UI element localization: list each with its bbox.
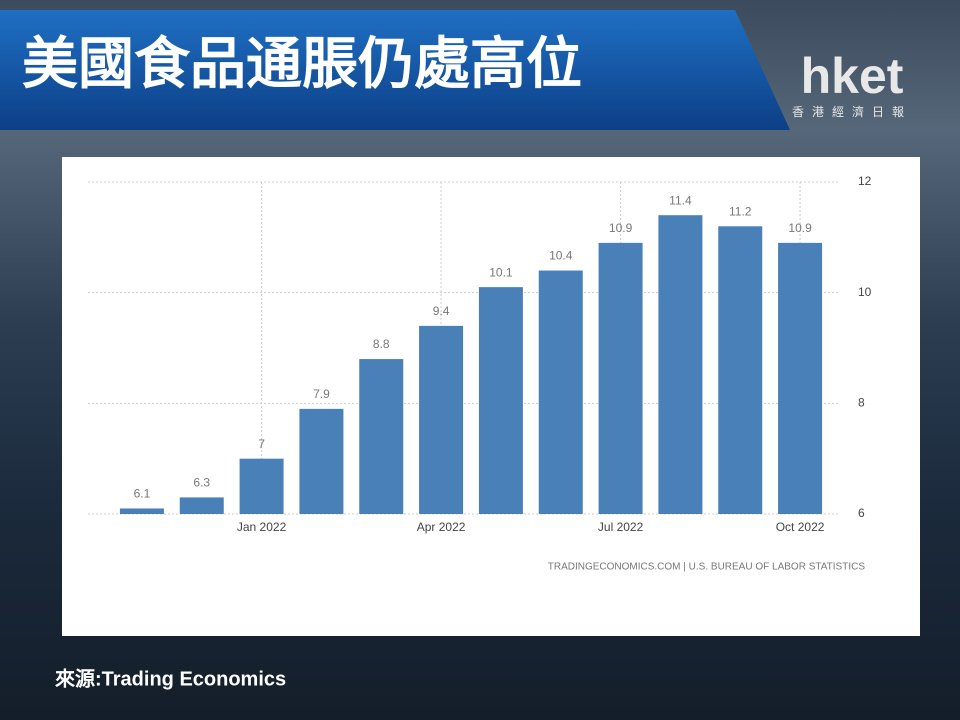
value-label: 9.4	[433, 304, 450, 318]
value-label: 7	[258, 437, 265, 451]
bar	[119, 508, 164, 514]
value-label: 11.4	[669, 193, 692, 207]
x-tick-label: Jul 2022	[598, 520, 644, 534]
title-banner	[0, 10, 790, 130]
y-tick-label: 8	[858, 396, 865, 410]
x-tick-label: Oct 2022	[776, 520, 825, 534]
source-note: TRADINGECONOMICS.COM | U.S. BUREAU OF LA…	[548, 562, 866, 573]
bar	[538, 270, 583, 514]
logo: hket	[801, 48, 904, 104]
value-label: 10.1	[489, 265, 513, 279]
bar	[179, 497, 224, 514]
bar	[598, 242, 643, 514]
value-label: 6.3	[193, 476, 210, 490]
bar	[419, 325, 464, 514]
footer-source: 來源:Trading Economics	[55, 667, 286, 690]
bar	[239, 458, 284, 514]
value-label: 8.8	[373, 337, 390, 351]
y-tick-label: 12	[858, 174, 872, 188]
bar	[299, 408, 344, 514]
value-label: 11.2	[729, 204, 752, 218]
value-label: 10.9	[788, 221, 812, 235]
logo-subtitle: 香港經濟日報	[792, 104, 912, 119]
x-tick-label: Apr 2022	[417, 520, 466, 534]
value-label: 7.9	[313, 387, 330, 401]
bar	[359, 359, 404, 514]
y-tick-label: 6	[858, 506, 865, 520]
y-tick-label: 10	[858, 285, 872, 299]
page-title: 美國食品通脹仍處高位	[22, 32, 582, 97]
value-label: 6.1	[134, 487, 151, 501]
bar	[778, 242, 823, 514]
x-tick-label: Jan 2022	[237, 520, 287, 534]
bar	[658, 215, 703, 514]
value-label: 10.9	[609, 221, 633, 235]
bar	[718, 226, 763, 514]
bar	[478, 287, 523, 514]
value-label: 10.4	[549, 249, 573, 263]
